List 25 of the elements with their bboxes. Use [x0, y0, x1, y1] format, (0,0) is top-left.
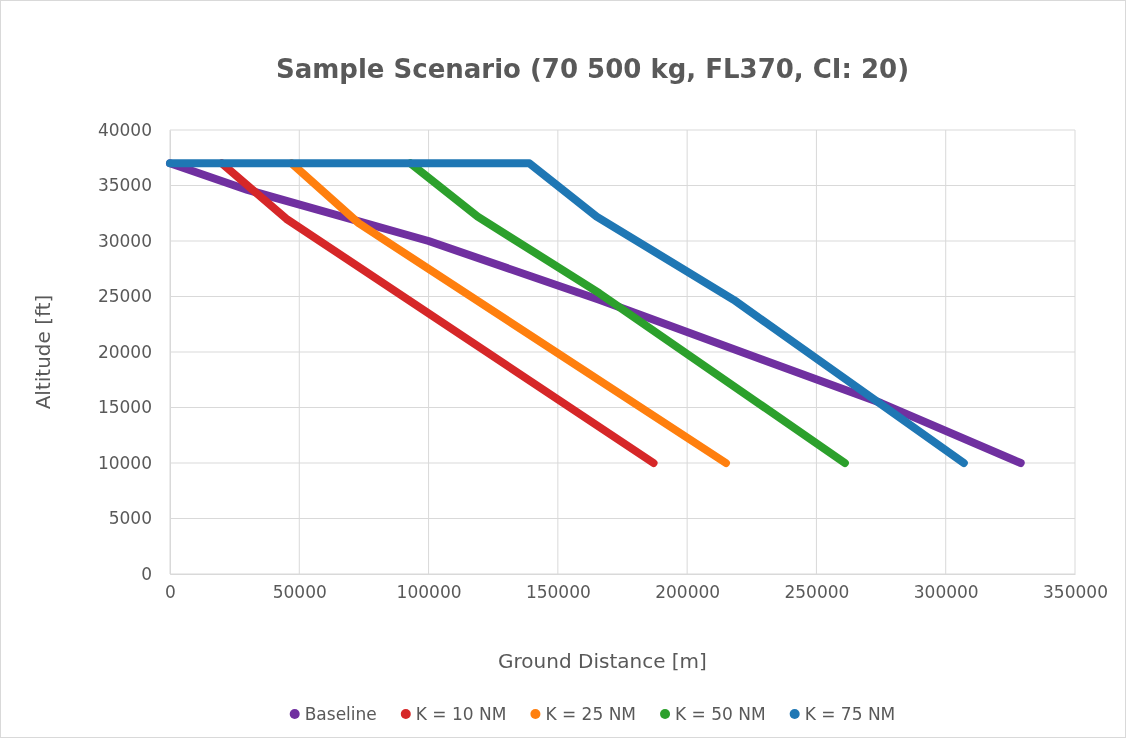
legend-label: Baseline — [304, 704, 377, 724]
y-axis-title: Altitude [ft] — [31, 294, 55, 410]
x-tick-label: 0 — [165, 582, 176, 603]
y-tick-label: 15000 — [97, 397, 152, 418]
x-tick-label: 300000 — [913, 582, 979, 603]
x-tick-label: 250000 — [784, 582, 850, 603]
y-tick-label: 20000 — [97, 341, 152, 362]
legend-label: K = 10 NM — [415, 704, 507, 724]
y-tick-label: 0 — [141, 563, 152, 584]
x-tick-label: 150000 — [525, 582, 591, 603]
legend-label: K = 50 NM — [675, 704, 766, 724]
y-tick-label: 5000 — [108, 508, 152, 529]
legend-label: K = 75 NM — [804, 704, 896, 724]
y-tick-label: 10000 — [97, 452, 152, 473]
chart-title: Sample Scenario (70 500 kg, FL370, CI: 20) — [275, 54, 910, 84]
x-axis-title: Ground Distance [m] — [498, 649, 707, 673]
legend-label: K = 25 NM — [545, 704, 637, 724]
y-tick-label: 25000 — [97, 286, 152, 307]
y-tick-label: 40000 — [97, 119, 152, 140]
y-tick-label: 35000 — [97, 175, 152, 196]
x-tick-label: 50000 — [272, 582, 327, 603]
x-tick-label: 350000 — [1043, 582, 1108, 603]
y-tick-label: 30000 — [97, 230, 152, 251]
x-tick-label: 100000 — [396, 582, 462, 603]
x-tick-label: 200000 — [655, 582, 721, 603]
